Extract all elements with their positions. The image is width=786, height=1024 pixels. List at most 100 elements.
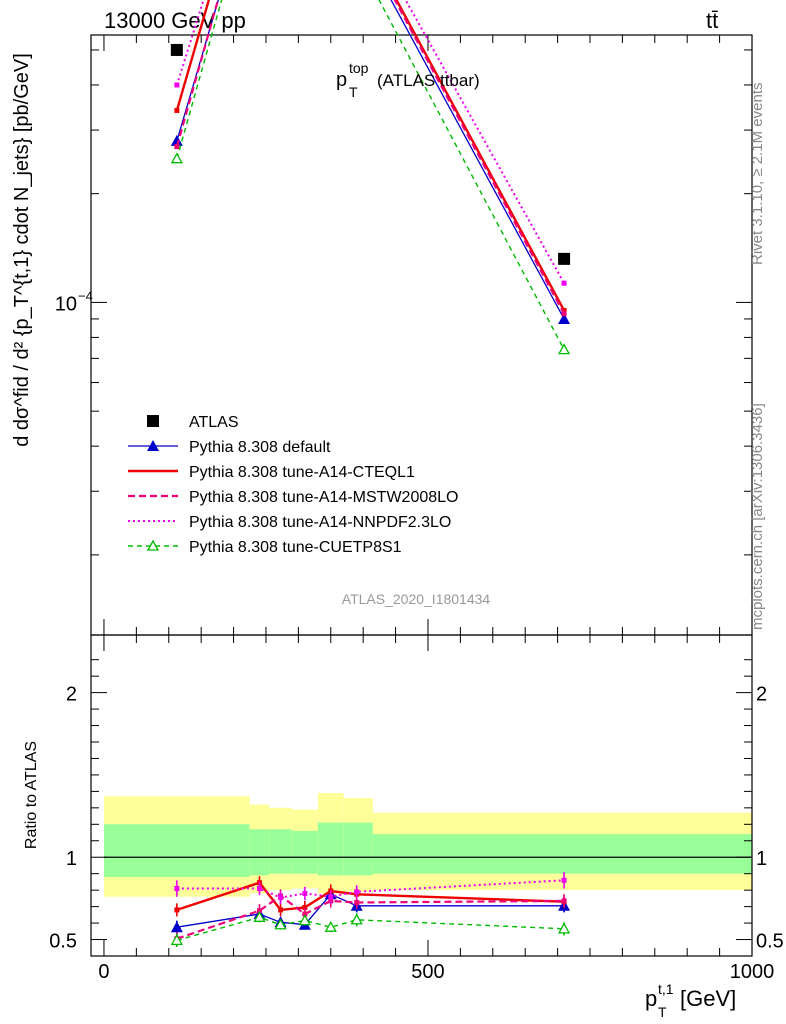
legend: ATLAS Pythia 8.308 default Pythia 8.308 tu… <box>128 414 458 556</box>
plot-title-rest: (ATLAS ttbar) <box>377 71 480 90</box>
uncertainty-band-inner <box>249 829 270 876</box>
point-mstw <box>174 144 180 150</box>
ratio-series-nnpdf <box>174 872 567 905</box>
ratio-point-nnpdf <box>354 889 360 895</box>
ratio-series-cuetp8s1 <box>170 910 571 947</box>
legend-entry-cteql1: Pythia 8.308 tune-A14-CTEQL1 <box>128 464 415 481</box>
x-tick-label: 500 <box>411 961 444 983</box>
ratio-y-label: Ratio to ATLAS <box>23 741 40 849</box>
y-tick-exponent: −4 <box>78 288 93 303</box>
legend-marker-cuetp8s1 <box>146 539 160 551</box>
series-mstw <box>174 0 567 317</box>
series-nnpdf <box>174 0 567 286</box>
uncertainty-band-inner <box>317 822 344 876</box>
ratio-series-layer <box>103 793 752 947</box>
main-axis-ticks: 10 −4 <box>55 35 753 635</box>
legend-label: Pythia 8.308 default <box>189 439 331 456</box>
series-line-cteql1 <box>175 0 566 312</box>
ratio-point-nnpdf <box>561 877 567 883</box>
ratio-point-nnpdf <box>278 895 284 901</box>
x-tick-label: 1000 <box>730 961 775 983</box>
point-mstw <box>561 311 567 317</box>
ratio-y-tick-label-right: 0.5 <box>756 931 784 953</box>
mcplots-label: mcplots.cern.ch [arXiv:1306.3436] <box>749 403 766 630</box>
ratio-point-nnpdf <box>174 886 180 892</box>
legend-entry-cuetp8s1: Pythia 8.308 tune-CUETP8S1 <box>128 539 402 556</box>
ratio-frame <box>90 634 753 957</box>
ratio-point-cuetp8s1 <box>274 918 287 930</box>
ratio-point-cuetp8s1 <box>350 913 363 925</box>
x-label-sub: T <box>658 1004 667 1020</box>
uncertainty-band-inner <box>291 830 318 874</box>
ratio-y-tick-label-left: 2 <box>66 684 77 706</box>
ratio-y-tick-label-left: 0.5 <box>49 931 77 953</box>
x-label-unit: [GeV] <box>680 986 736 1011</box>
x-axis-label: p t,1 T [GeV] <box>645 981 736 1020</box>
analysis-id: ATLAS_2020_I1801434 <box>342 591 491 607</box>
ratio-series-mstw <box>174 889 567 946</box>
ratio-point-mstw <box>256 908 262 914</box>
legend-label: Pythia 8.308 tune-A14-CTEQL1 <box>189 464 415 481</box>
point-nnpdf <box>174 82 180 88</box>
series-data <box>170 43 571 265</box>
rivet-label: Rivet 3.1.10, ≥ 2.1M events <box>749 83 766 266</box>
legend-entry-mstw: Pythia 8.308 tune-A14-MSTW2008LO <box>128 489 458 506</box>
point-cteql1 <box>174 107 180 113</box>
ratio-point-mstw <box>561 898 567 904</box>
point-cuetp8s1 <box>557 343 571 355</box>
legend-entry-default: Pythia 8.308 default <box>128 439 331 456</box>
plot-title-main: p <box>336 69 347 91</box>
point-default <box>170 134 183 146</box>
point-nnpdf <box>561 280 567 286</box>
ratio-point-cuetp8s1 <box>253 910 266 922</box>
point-data <box>170 43 183 56</box>
process-label: tt̄ <box>706 8 718 33</box>
ratio-line-cuetp8s1 <box>176 916 565 942</box>
series-line-cuetp8s1 <box>176 0 565 350</box>
ratio-point-cteql1 <box>174 907 180 913</box>
ratio-point-default <box>170 921 183 933</box>
point-default <box>558 312 571 324</box>
ratio-y-tick-label-right: 1 <box>756 848 767 870</box>
legend-label: Pythia 8.308 tune-A14-NNPDF2.3LO <box>189 514 451 531</box>
legend-label: Pythia 8.308 tune-CUETP8S1 <box>189 539 402 556</box>
ratio-point-nnpdf <box>302 890 308 896</box>
x-label-main: p <box>645 986 657 1011</box>
energy-label: 13000 GeV pp <box>104 8 246 33</box>
legend-entry-nnpdf: Pythia 8.308 tune-A14-NNPDF2.3LO <box>128 514 451 531</box>
ratio-point-mstw <box>302 911 308 917</box>
ratio-point-cuetp8s1 <box>557 922 571 934</box>
main-y-axis-label: d dσ^fid / d² {p_T^{t,1} cdot N_jets} [p… <box>11 53 33 447</box>
ratio-point-cuetp8s1 <box>324 920 337 932</box>
ratio-point-mstw <box>354 900 360 905</box>
x-label-sup: t,1 <box>658 981 674 997</box>
plot-title-sub: T <box>349 84 358 100</box>
ratio-y-tick-label-right: 2 <box>756 684 767 706</box>
point-cteql1 <box>561 307 567 313</box>
uncertainty-band-inner <box>103 824 250 877</box>
ratio-point-nnpdf <box>328 894 334 900</box>
ratio-y-tick-label-left: 1 <box>66 848 77 870</box>
point-data <box>558 252 571 265</box>
plot-title: p top T (ATLAS ttbar) <box>336 60 480 100</box>
point-cuetp8s1 <box>170 152 183 164</box>
legend-marker-data <box>147 415 159 427</box>
ratio-point-cuetp8s1 <box>170 934 183 946</box>
rivet-side-text: Rivet 3.1.10, ≥ 2.1M events <box>749 83 766 266</box>
legend-label: ATLAS <box>189 414 239 431</box>
main-y-label: d dσ^fid / d² {p_T^{t,1} cdot N_jets} [p… <box>11 53 33 447</box>
legend-entry-data: ATLAS <box>147 414 239 431</box>
main-plot-panel: 10 −4 p top T (ATLAS ttbar) ATLAS_2020_I1… <box>55 0 753 636</box>
ratio-axis-ticks: 0.5 0.5 1 1 2 2 0 500 1000 <box>49 635 784 983</box>
mcplots-side-text: mcplots.cern.ch [arXiv:1306.3436] <box>749 403 766 630</box>
uncertainty-band-inner <box>269 829 292 874</box>
uncertainty-band-inner <box>343 822 373 876</box>
plot-title-sup: top <box>349 60 369 76</box>
uncertainty-band-inner <box>372 834 752 874</box>
legend-marker-default <box>147 440 159 451</box>
series-cuetp8s1 <box>170 0 571 355</box>
series-line-mstw <box>175 0 566 315</box>
ratio-point-nnpdf <box>256 886 262 892</box>
y-tick-label: 10 <box>55 293 77 315</box>
legend-label: Pythia 8.308 tune-A14-MSTW2008LO <box>189 489 458 506</box>
